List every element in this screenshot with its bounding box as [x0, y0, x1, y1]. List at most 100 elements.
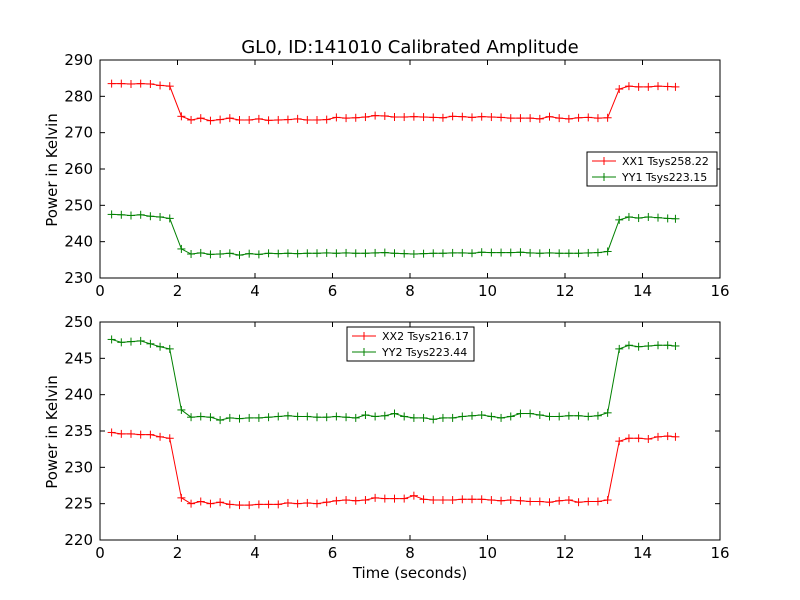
data-point-yy2	[216, 416, 225, 425]
data-point-xx2	[419, 495, 428, 504]
data-point-xx2	[235, 501, 244, 510]
data-point-xx1	[225, 114, 234, 123]
data-point-yy2	[390, 409, 399, 418]
data-point-yy2	[146, 339, 155, 348]
data-point-xx2	[342, 496, 351, 505]
data-point-xx1	[332, 113, 341, 122]
top-xtick-label: 4	[250, 282, 260, 300]
top-xtick-label: 12	[555, 282, 574, 300]
data-point-yy1	[342, 248, 351, 257]
data-point-yy2	[663, 341, 672, 350]
data-point-xx1	[254, 114, 263, 123]
data-point-xx2	[156, 432, 165, 441]
data-point-xx2	[654, 432, 662, 441]
series-line-xx1	[111, 83, 676, 122]
data-point-yy2	[117, 338, 126, 347]
legend-entry-xx2: XX2 Tsys216.17	[352, 330, 469, 343]
legend-entry-yy2: YY2 Tsys223.44	[352, 346, 467, 359]
data-point-yy2	[274, 412, 283, 421]
data-point-xx2	[245, 501, 254, 510]
data-point-xx2	[390, 494, 399, 503]
data-point-yy1	[216, 250, 225, 259]
legend-label-xx2: XX2 Tsys216.17	[382, 330, 469, 343]
figure-title: GL0, ID:141010 Calibrated Amplitude	[241, 37, 579, 58]
data-point-yy1	[380, 248, 389, 257]
data-point-xx2	[187, 499, 196, 508]
data-point-xx1	[322, 115, 331, 124]
data-point-xx2	[429, 496, 438, 505]
data-point-yy1	[303, 249, 312, 258]
data-point-yy1	[400, 249, 409, 258]
data-point-xx1	[409, 112, 418, 121]
data-point-yy1	[448, 248, 457, 257]
bottom-legend: XX2 Tsys216.17 YY2 Tsys223.44	[346, 326, 475, 362]
data-point-xx1	[615, 85, 624, 94]
data-point-xx2	[371, 493, 380, 502]
data-point-yy1	[564, 249, 573, 258]
bottom-ytick-label: 245	[64, 349, 93, 367]
data-point-yy1	[332, 249, 341, 258]
data-point-xx1	[671, 82, 680, 91]
data-point-yy1	[283, 249, 292, 258]
series-line-xx2	[111, 431, 676, 506]
data-point-yy1	[615, 215, 624, 224]
data-point-xx1	[390, 113, 399, 122]
data-point-xx2	[477, 495, 486, 504]
data-point-yy1	[477, 248, 486, 257]
data-point-yy1	[117, 210, 126, 219]
data-point-xx2	[400, 494, 409, 503]
data-point-yy2	[245, 413, 254, 422]
data-point-xx1	[516, 114, 525, 123]
data-point-xx1	[564, 114, 573, 123]
data-point-yy2	[322, 413, 331, 422]
data-point-xx2	[663, 432, 672, 441]
data-point-yy1	[322, 248, 331, 257]
data-point-xx1	[165, 82, 174, 91]
data-point-yy2	[127, 337, 135, 346]
top-ytick-label: 290	[64, 51, 93, 69]
data-point-yy1	[409, 250, 418, 259]
data-point-xx2	[438, 496, 447, 505]
data-point-yy1	[545, 248, 554, 257]
data-point-xx1	[644, 82, 653, 91]
data-point-yy2	[603, 408, 612, 417]
bottom-legend-box	[346, 326, 475, 362]
data-point-yy2	[555, 412, 564, 421]
data-point-yy2	[506, 412, 515, 421]
data-point-yy2	[593, 411, 602, 420]
data-point-xx1	[342, 114, 351, 123]
x-axis-label: Time (seconds)	[352, 564, 468, 582]
bottom-xtick-label: 16	[710, 544, 729, 562]
data-point-xx1	[117, 79, 126, 88]
data-point-xx2	[332, 496, 341, 505]
data-point-yy1	[438, 249, 447, 258]
data-point-xx1	[216, 115, 225, 124]
top-xtick-label: 14	[633, 282, 652, 300]
data-point-xx2	[274, 500, 283, 509]
data-point-yy1	[206, 250, 215, 259]
bottom-xtick-label: 6	[328, 544, 338, 562]
data-point-xx1	[283, 115, 292, 124]
data-point-yy2	[136, 336, 145, 345]
data-point-yy1	[555, 249, 564, 258]
data-point-yy1	[644, 212, 653, 221]
bottom-xtick-label: 12	[555, 544, 574, 562]
data-point-yy2	[516, 409, 525, 418]
data-point-xx2	[535, 497, 544, 506]
data-point-xx1	[206, 116, 215, 125]
top-ylabel: Power in Kelvin	[43, 113, 61, 227]
data-point-yy1	[196, 248, 205, 257]
data-point-yy2	[283, 411, 292, 420]
data-point-xx1	[574, 113, 583, 122]
data-point-xx2	[303, 498, 312, 507]
data-point-yy2	[497, 413, 506, 422]
data-point-yy2	[264, 413, 273, 422]
data-point-yy1	[526, 248, 535, 257]
data-point-yy1	[245, 249, 254, 258]
data-point-xx2	[146, 430, 155, 439]
data-point-yy1	[136, 210, 145, 219]
bottom-xtick-label: 0	[95, 544, 105, 562]
data-point-yy1	[516, 248, 525, 257]
data-point-yy1	[177, 244, 186, 253]
